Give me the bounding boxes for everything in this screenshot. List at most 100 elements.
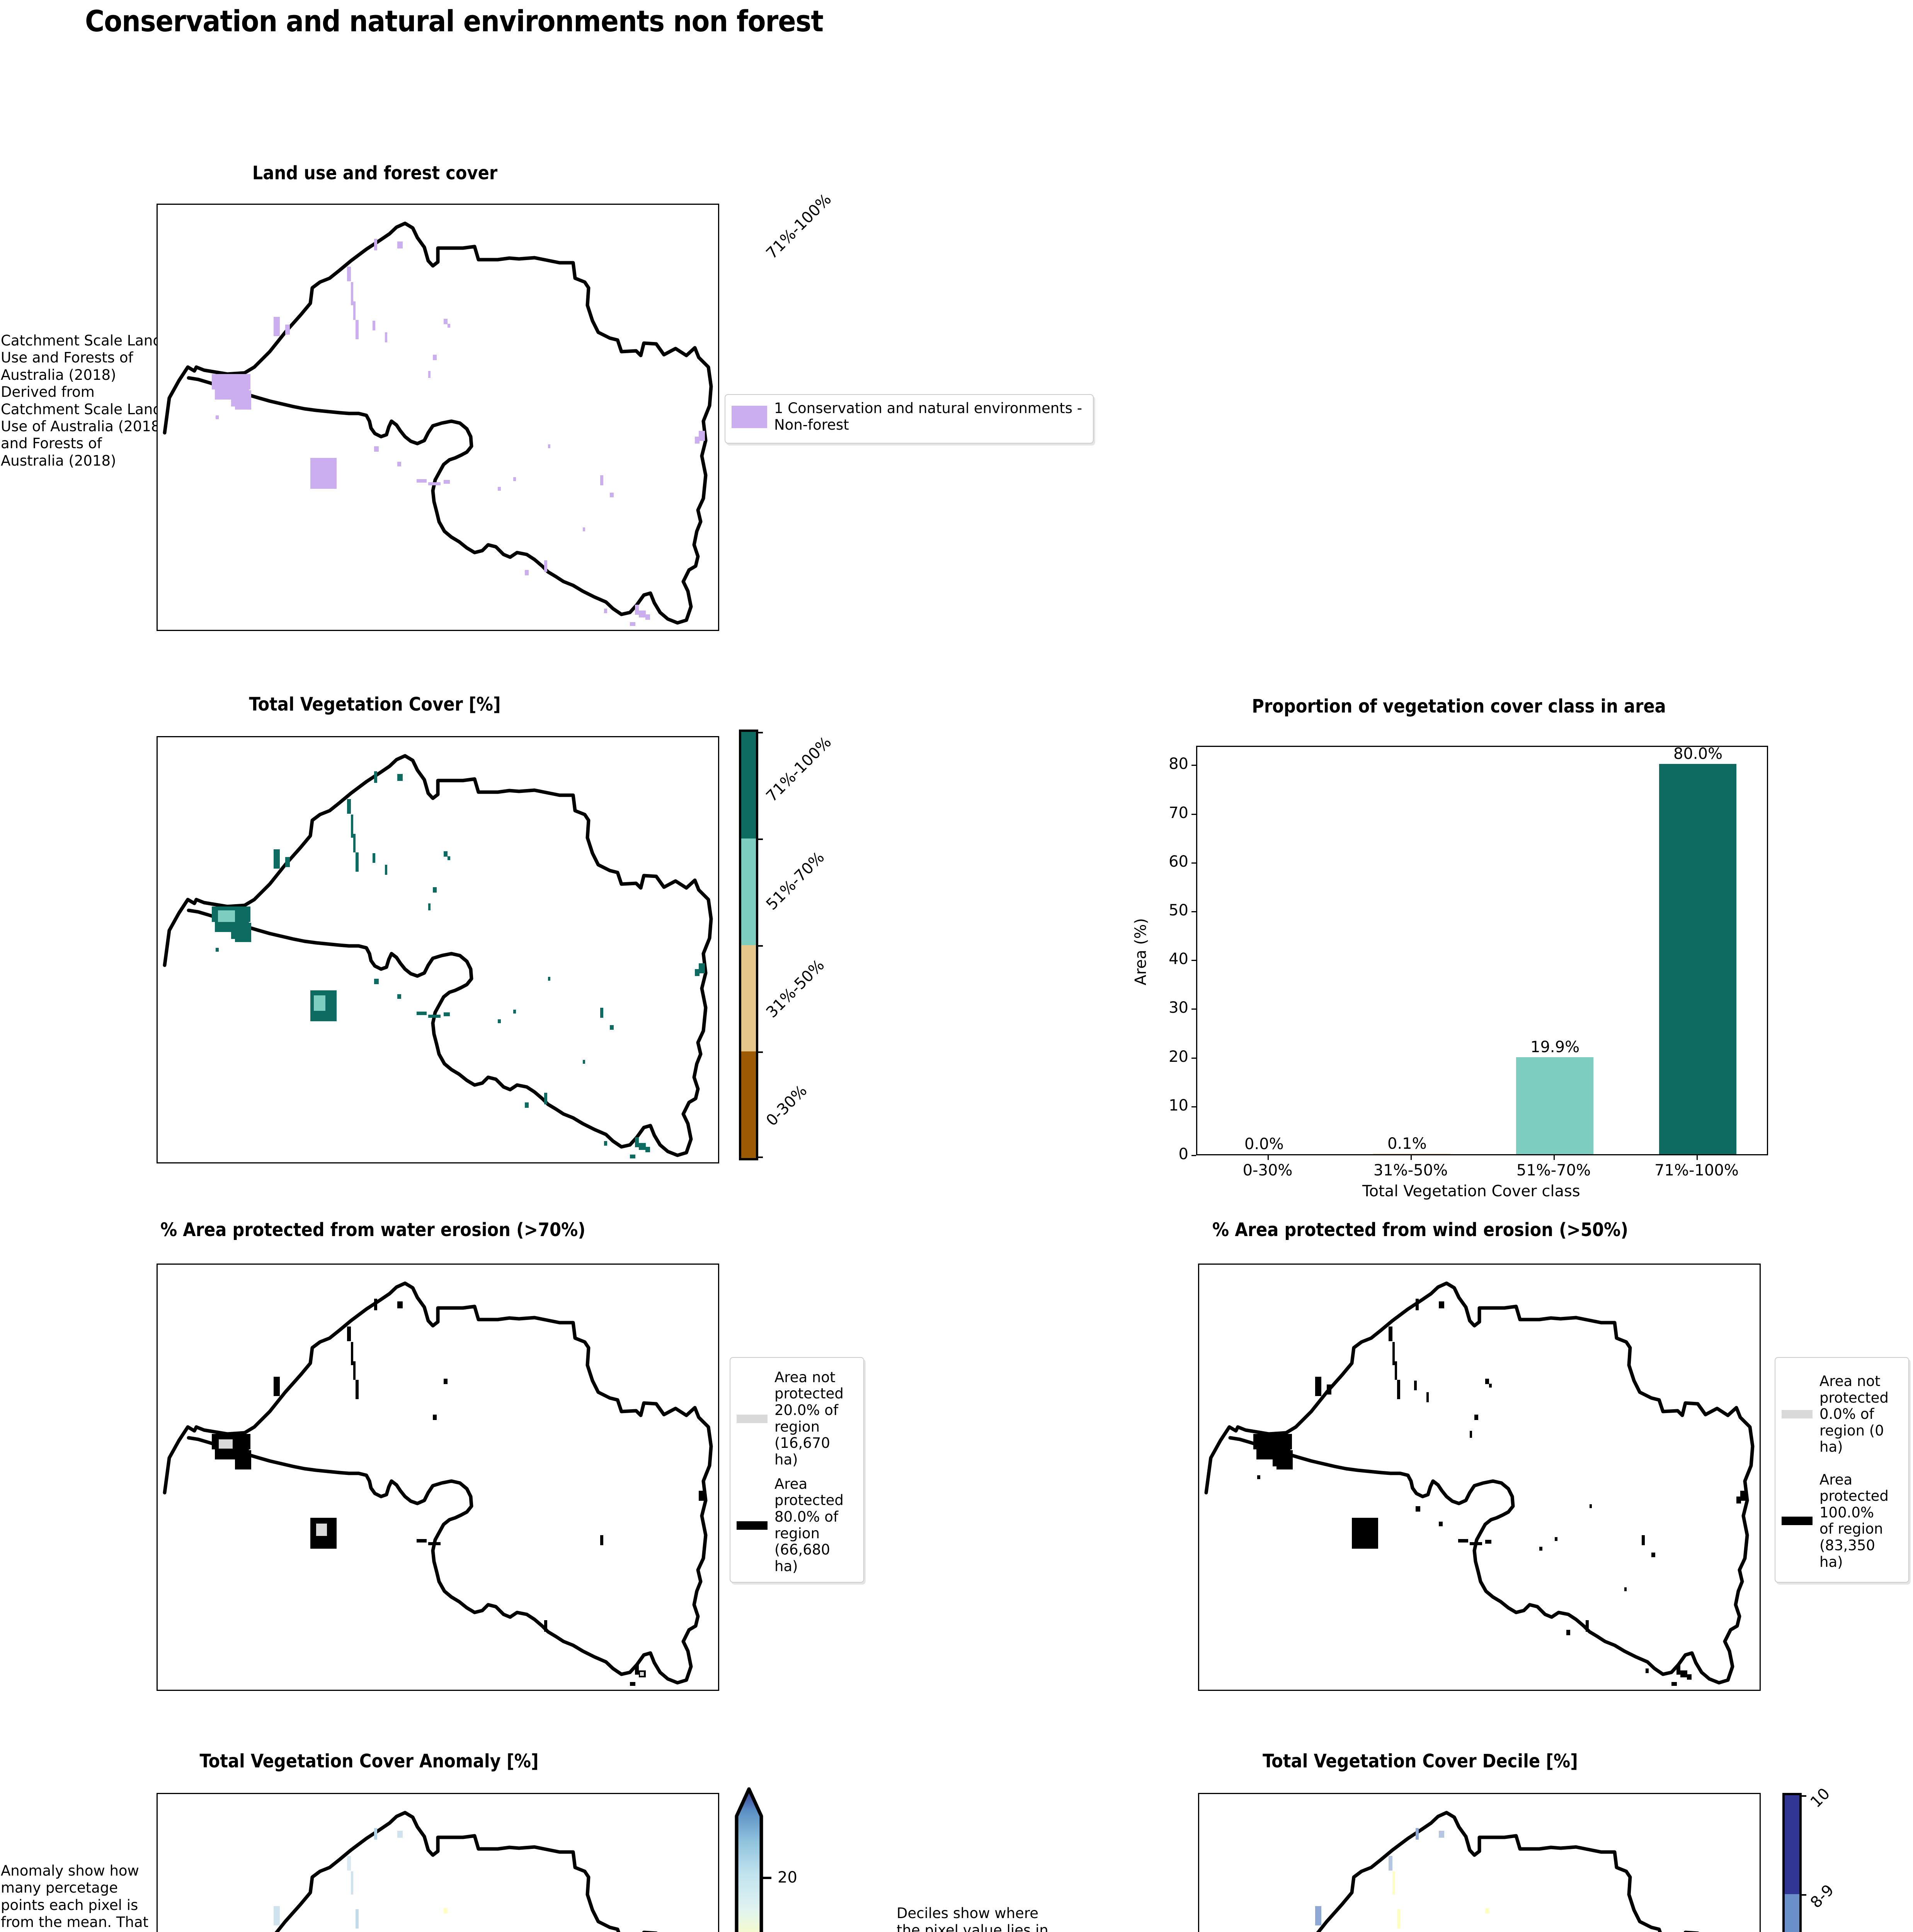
x-tick	[1697, 1155, 1698, 1160]
cbar-label-71-100-top: 71%-100%	[762, 733, 835, 806]
chart-ylabel: Area (%)	[1132, 918, 1150, 985]
x-tick-label: 51%-70%	[1516, 1162, 1591, 1179]
y-tick-label: 20	[1169, 1048, 1188, 1066]
decile-label-10: 10	[1807, 1784, 1834, 1811]
legend-item-not-protected: Area not protected 20.0% of region (16,6…	[737, 1363, 857, 1474]
x-tick	[1554, 1155, 1555, 1160]
y-tick	[1191, 862, 1196, 864]
land-use-raster-pixels	[212, 239, 705, 626]
panel-title-land-use: Land use and forest cover	[252, 162, 498, 184]
decile-raster-pixels	[1315, 1828, 1489, 1929]
bar-51%-70%[interactable]	[1516, 1057, 1593, 1154]
map-anomaly-svg	[274, 1811, 658, 1932]
y-tick-label: 30	[1169, 999, 1188, 1017]
colorbar-anomaly[interactable]	[730, 1785, 773, 1932]
cbar-seg-0-30	[741, 1051, 756, 1158]
cbar-label-51-70: 51%-70%	[762, 848, 828, 914]
bar-71%-100%[interactable]	[1659, 764, 1736, 1154]
colorbar-decile[interactable]	[1782, 1793, 1806, 1932]
map-decile-svg	[1315, 1811, 1699, 1932]
legend-item: 1 Conservation and natural environments …	[732, 400, 1087, 433]
legend-item-protected: Area protected 100.0% of region (83,350 …	[1782, 1466, 1902, 1577]
legend-label: 1 Conservation and natural environments …	[774, 400, 1082, 433]
cbar-seg-10	[1785, 1795, 1799, 1894]
legend-swatch-not-protected	[737, 1414, 768, 1423]
anomaly-raster-pixels	[274, 1828, 448, 1929]
veg-cover-raster-pixels	[212, 771, 705, 1158]
bar-value-label: 0.1%	[1387, 1134, 1427, 1153]
legend-item-protected: Area protected 80.0% of region (66,680 h…	[737, 1474, 857, 1577]
cbar-label-0-30: 0-30%	[762, 1082, 811, 1130]
map-wind-erosion-svg	[1204, 1281, 1755, 1686]
cbar-seg-8-9	[1785, 1894, 1799, 1932]
x-tick	[1268, 1155, 1269, 1160]
bar-value-label: 80.0%	[1673, 745, 1723, 763]
y-tick	[1191, 1057, 1196, 1059]
protected-pixels	[212, 1299, 705, 1686]
decile-label-8-9: 8-9	[1807, 1881, 1838, 1912]
y-tick-label: 50	[1169, 901, 1188, 920]
land-use-legend[interactable]: 1 Conservation and natural environments …	[725, 394, 1094, 444]
legend-swatch-not-protected	[1782, 1410, 1813, 1419]
map-veg-cover[interactable]	[157, 736, 719, 1163]
bars-layer	[1197, 747, 1767, 1154]
panel-title-veg-cover: Total Vegetation Cover [%]	[249, 694, 501, 715]
veg-cover-raster-pixels-mid	[218, 910, 325, 1011]
y-tick	[1191, 960, 1196, 961]
chart-xlabel: Total Vegetation Cover class	[1362, 1182, 1580, 1200]
protected-pixels	[1253, 1299, 1746, 1686]
y-tick-label: 40	[1169, 950, 1188, 968]
panel-title-water-erosion: % Area protected from water erosion (>70…	[160, 1219, 586, 1241]
legend-label-protected: Area protected 80.0% of region (66,680 h…	[774, 1475, 844, 1575]
panel-title-veg-proportion: Proportion of vegetation cover class in …	[1252, 696, 1666, 717]
colorbar-veg-cover[interactable]	[739, 730, 763, 1160]
legend-swatch-conservation	[732, 405, 767, 428]
x-tick-label: 0-30%	[1242, 1162, 1293, 1179]
y-tick	[1191, 1155, 1196, 1156]
y-tick-label: 70	[1169, 804, 1188, 822]
y-tick	[1191, 765, 1196, 766]
anomaly-side-note: Anomaly show how many percetage points e…	[1, 1862, 149, 1932]
cbar-seg-51-70	[741, 838, 756, 945]
map-land-use[interactable]	[157, 204, 719, 631]
chart-veg-proportion[interactable]	[1196, 746, 1768, 1155]
y-tick-label: 60	[1169, 852, 1188, 871]
page-title: Conservation and natural environments no…	[85, 4, 824, 38]
y-tick	[1191, 1106, 1196, 1107]
y-tick-label: 80	[1169, 755, 1188, 773]
water-erosion-legend[interactable]: Area not protected 20.0% of region (16,6…	[730, 1357, 864, 1583]
x-tick-label: 31%-50%	[1373, 1162, 1448, 1179]
panel-title-decile: Total Vegetation Cover Decile [%]	[1263, 1750, 1578, 1772]
map-water-erosion-svg	[163, 1281, 713, 1686]
wind-erosion-legend[interactable]: Area not protected 0.0% of region (0 ha)…	[1775, 1357, 1909, 1583]
decile-side-note: Deciles show where the pixel value lies …	[897, 1905, 1048, 1932]
legend-label-not-protected: Area not protected 20.0% of region (16,6…	[774, 1369, 844, 1468]
legend-label-protected: Area protected 100.0% of region (83,350 …	[1819, 1471, 1889, 1570]
not-protected-pixels	[219, 1439, 644, 1676]
y-tick-label: 10	[1169, 1096, 1188, 1114]
cbar-label-71-100: 71%-100%	[762, 190, 835, 263]
bar-value-label: 0.0%	[1244, 1135, 1284, 1153]
y-tick	[1191, 911, 1196, 913]
legend-item-not-protected: Area not protected 0.0% of region (0 ha)	[1782, 1363, 1902, 1466]
map-wind-erosion[interactable]	[1198, 1264, 1761, 1691]
panel-title-anomaly: Total Vegetation Cover Anomaly [%]	[199, 1750, 539, 1772]
map-veg-cover-svg	[163, 754, 713, 1158]
legend-swatch-protected	[737, 1521, 768, 1530]
cbar-seg-31-50	[741, 945, 756, 1052]
map-land-use-svg	[163, 221, 713, 626]
x-tick	[1411, 1155, 1412, 1160]
y-tick-label: 0	[1178, 1145, 1188, 1163]
legend-label-not-protected: Area not protected 0.0% of region (0 ha)	[1819, 1373, 1889, 1456]
map-water-erosion[interactable]	[157, 1264, 719, 1691]
land-use-side-note: Catchment Scale Land Use and Forests of …	[1, 332, 166, 469]
x-tick-label: 71%-100%	[1654, 1162, 1739, 1179]
cbar-seg-71-100	[741, 732, 756, 838]
legend-swatch-protected	[1782, 1517, 1813, 1526]
map-anomaly[interactable]	[157, 1793, 719, 1932]
bar-value-label: 19.9%	[1530, 1038, 1580, 1056]
y-tick	[1191, 1009, 1196, 1010]
map-decile[interactable]	[1198, 1793, 1761, 1932]
anomaly-tick-20: 20	[778, 1869, 797, 1886]
panel-title-wind-erosion: % Area protected from wind erosion (>50%…	[1212, 1219, 1629, 1241]
